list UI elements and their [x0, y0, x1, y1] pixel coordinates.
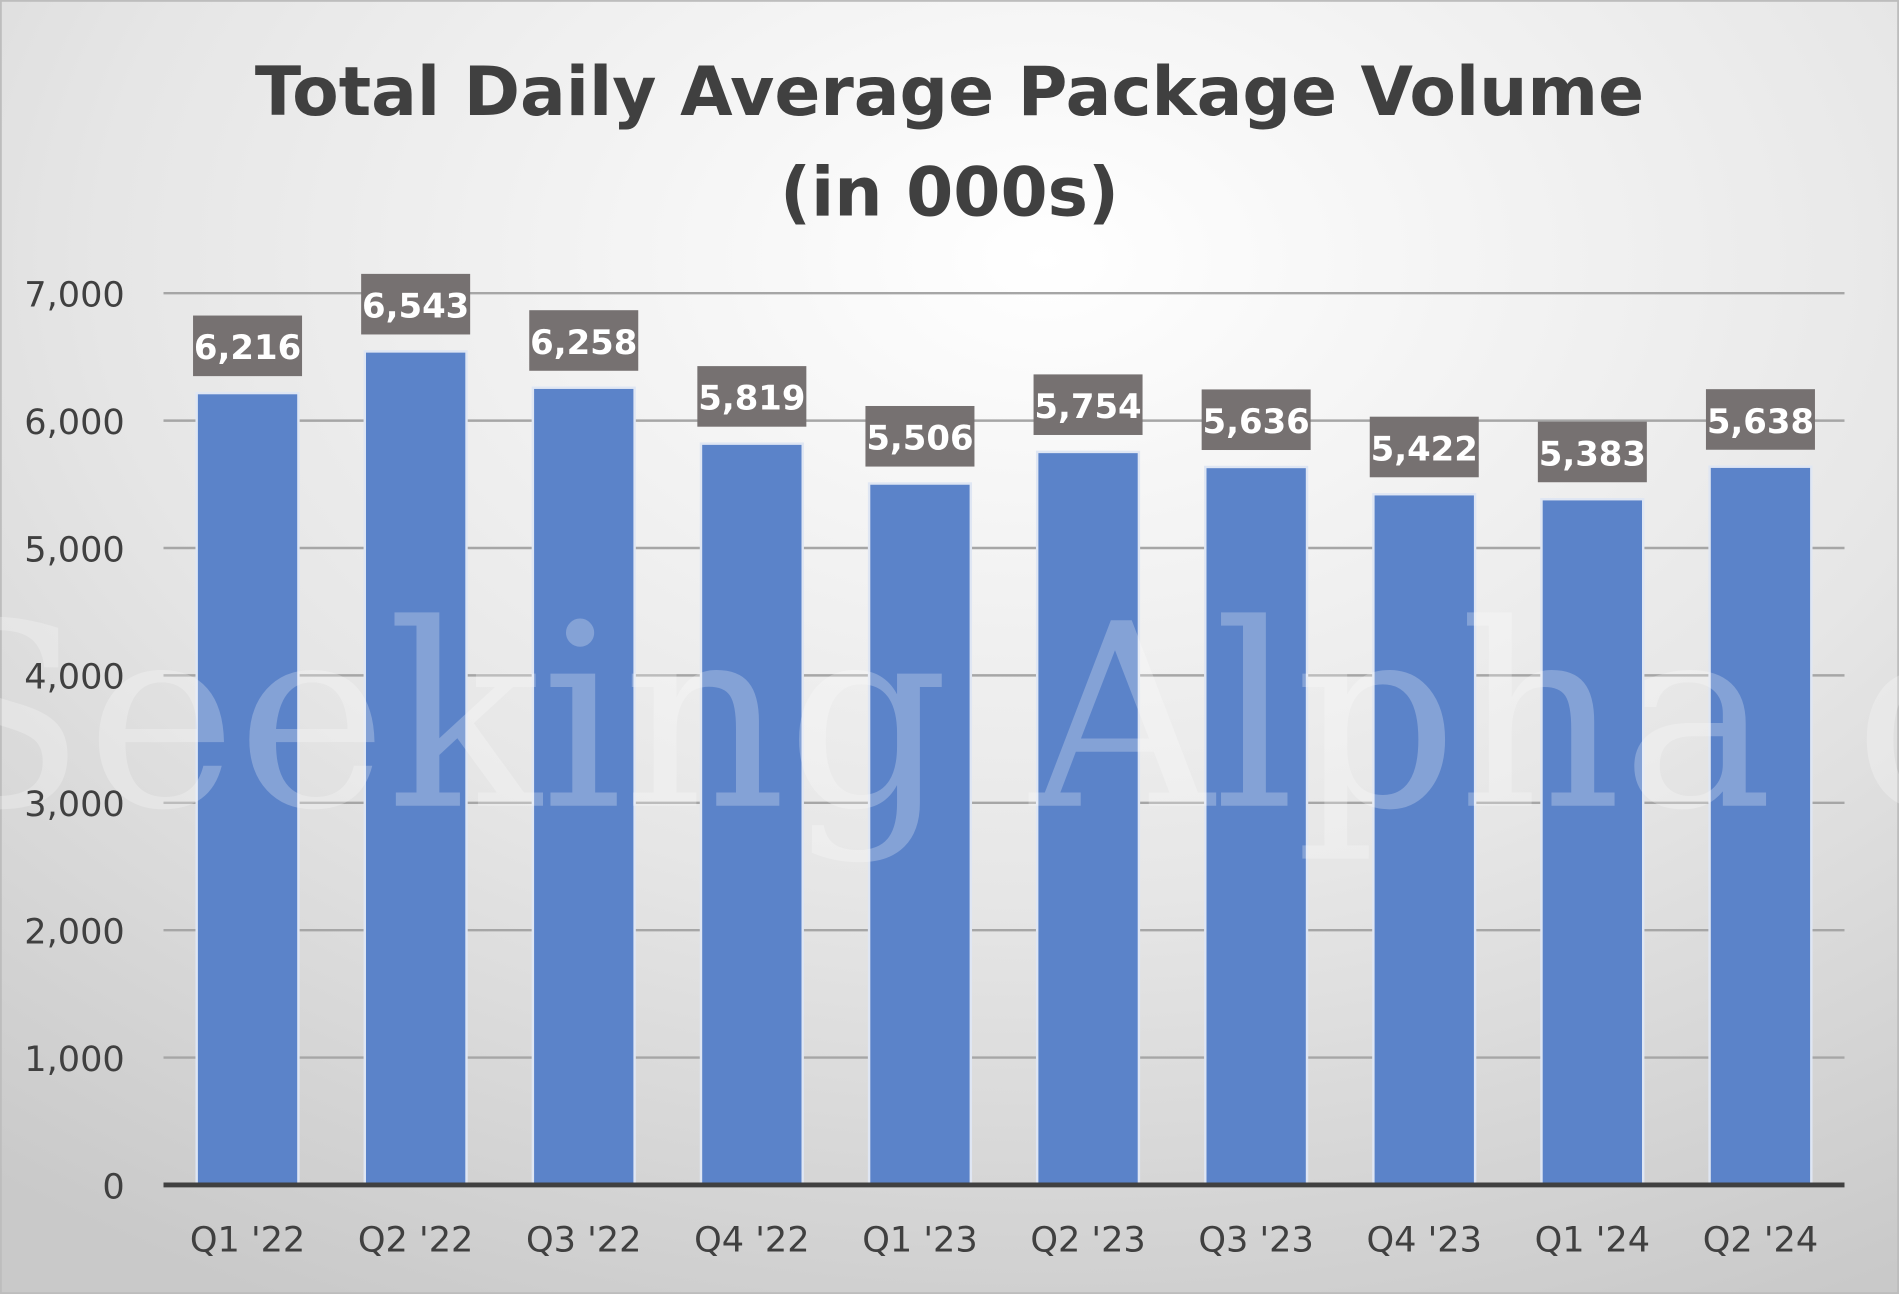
- bar: [1372, 493, 1477, 1187]
- x-tick-label: Q2 '24: [1703, 1220, 1818, 1261]
- y-tick-label: 0: [102, 1166, 124, 1207]
- data-label-box: [865, 405, 975, 467]
- bar: [363, 350, 468, 1187]
- watermark: Seeking Alpha α: [0, 570, 1899, 866]
- bar: [195, 391, 300, 1187]
- y-tick-label: 7,000: [24, 275, 124, 316]
- data-label: 5,506: [866, 419, 973, 458]
- bar: [867, 482, 973, 1187]
- y-tick-label: 2,000: [24, 911, 124, 952]
- bar: [1540, 497, 1645, 1187]
- x-tick-label: Q2 '23: [1030, 1220, 1145, 1261]
- bar: [1708, 465, 1813, 1187]
- data-label-box: [1201, 389, 1311, 451]
- data-label: 6,216: [194, 328, 301, 367]
- data-label: 6,543: [362, 286, 469, 325]
- data-label-box: [1369, 416, 1479, 478]
- y-tick-label: 1,000: [24, 1039, 124, 1080]
- data-label: 5,422: [1371, 429, 1478, 468]
- data-label-box: [1537, 421, 1647, 483]
- data-label: 5,754: [1034, 387, 1141, 426]
- x-tick-label: Q1 '23: [862, 1220, 977, 1261]
- bar: [699, 442, 804, 1187]
- data-label-box: [1033, 374, 1143, 435]
- x-tick-label: Q3 '23: [1198, 1220, 1313, 1261]
- x-tick-label: Q4 '22: [694, 1220, 809, 1261]
- y-tick-label: 4,000: [24, 657, 124, 698]
- y-tick-label: 5,000: [24, 529, 124, 570]
- data-label: 5,383: [1539, 434, 1646, 473]
- data-label-box: [1705, 389, 1815, 450]
- y-tick-label: 3,000: [24, 784, 124, 825]
- data-label-box: [697, 366, 807, 427]
- chart-title-line-1: Total Daily Average Package Volume: [255, 52, 1644, 131]
- data-label-box: [529, 310, 639, 371]
- x-tick-label: Q2 '22: [358, 1220, 473, 1261]
- data-label-box: [193, 315, 303, 377]
- bar: [1204, 465, 1309, 1187]
- bar: [1035, 450, 1141, 1187]
- data-label: 6,258: [530, 323, 637, 362]
- x-tick-label: Q1 '22: [190, 1220, 305, 1261]
- y-tick-label: 6,000: [24, 402, 124, 443]
- data-label-box: [361, 273, 471, 335]
- chart-title-line-2: (in 000s): [780, 153, 1119, 232]
- x-tick-label: Q1 '24: [1535, 1220, 1650, 1261]
- x-tick-label: Q4 '23: [1367, 1220, 1482, 1261]
- data-label: 5,819: [698, 379, 805, 418]
- data-label: 5,636: [1203, 402, 1310, 441]
- data-label: 5,638: [1707, 402, 1814, 441]
- x-tick-label: Q3 '22: [526, 1220, 641, 1261]
